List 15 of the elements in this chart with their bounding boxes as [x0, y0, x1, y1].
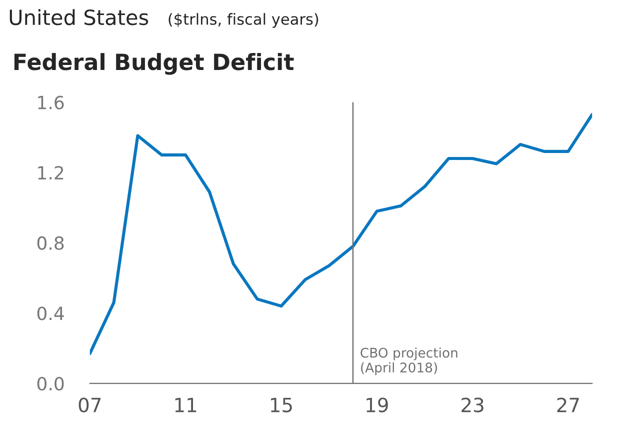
x-tick-label: 27 — [557, 398, 579, 412]
y-tick-label: 1.6 — [38, 96, 64, 110]
x-tick-label: 19 — [366, 398, 388, 412]
y-tick-label: 0.8 — [37, 236, 64, 250]
ref-line-label: CBO projection (April 2018) — [360, 348, 458, 376]
chart-title: Federal Budget Deficit — [14, 53, 294, 75]
text: ($trlns, fiscal years) — [168, 13, 318, 28]
x-tick-label: 11 — [175, 398, 196, 412]
text: United States — [10, 9, 148, 26]
y-tick-label: 0.4 — [37, 306, 64, 320]
x-tick-label: 15 — [270, 398, 292, 412]
y-tick-label: 1.2 — [38, 166, 64, 180]
x-tick-label: 07 — [78, 398, 101, 412]
x-tick-label: 23 — [462, 398, 484, 412]
y-tick-label: 0.0 — [37, 376, 64, 391]
